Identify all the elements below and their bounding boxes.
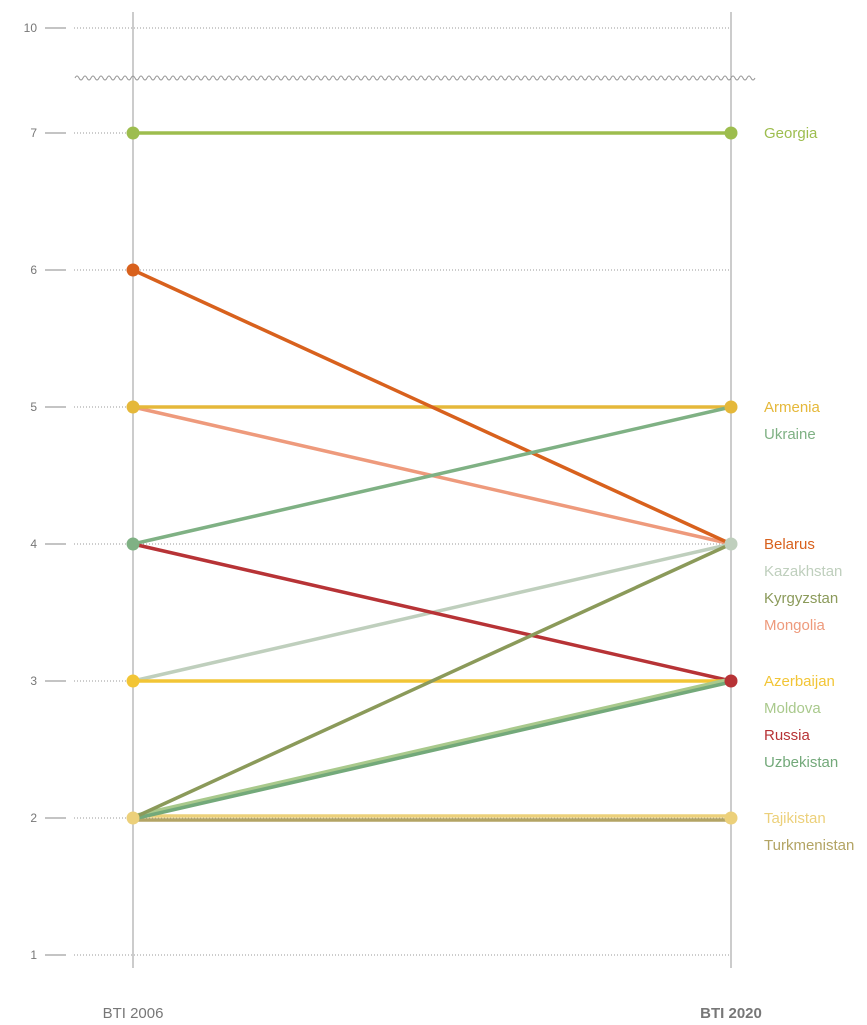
axis-break-wave — [74, 75, 756, 81]
series-label-kyrgyzstan: Kyrgyzstan — [764, 590, 838, 607]
series-label-ukraine: Ukraine — [764, 426, 816, 443]
y-tick-label: 3 — [30, 674, 37, 688]
series-label-russia: Russia — [764, 727, 811, 744]
point-end-kazakhstan — [724, 537, 738, 551]
y-tick-label: 1 — [30, 948, 37, 962]
series-label-uzbekistan: Uzbekistan — [764, 754, 838, 771]
series-line-moldova — [131, 677, 733, 818]
point-start-ukraine — [126, 537, 140, 551]
series-label-mongolia: Mongolia — [764, 617, 826, 634]
series-line-russia — [131, 542, 733, 683]
x-axis-labels: BTI 2006 BTI 2020 — [103, 1005, 762, 1022]
point-start-georgia — [126, 126, 140, 140]
series-points — [126, 126, 738, 825]
y-tick-label: 2 — [30, 811, 37, 825]
point-end-tajikistan — [724, 811, 738, 825]
series-label-tajikistan: Tajikistan — [764, 810, 826, 827]
series-label-turkmenistan: Turkmenistan — [764, 837, 854, 854]
point-start-belarus — [126, 263, 140, 277]
series-label-kazakhstan: Kazakhstan — [764, 563, 842, 580]
point-end-russia — [724, 674, 738, 688]
series-label-georgia: Georgia — [764, 125, 818, 142]
y-tick-label: 6 — [30, 263, 37, 277]
point-start-azerbaijan — [126, 674, 140, 688]
y-tick-label: 5 — [30, 400, 37, 414]
point-start-armenia — [126, 400, 140, 414]
series-line-belarus — [131, 268, 733, 546]
x-label-start: BTI 2006 — [103, 1005, 164, 1022]
series-line-uzbekistan — [131, 680, 733, 821]
x-label-end: BTI 2020 — [700, 1005, 762, 1022]
series-lines — [131, 131, 733, 822]
series-line-kyrgyzstan — [131, 542, 733, 820]
vertical-axes — [132, 12, 732, 968]
series-label-belarus: Belarus — [764, 536, 815, 553]
series-labels: Tajikistan Turkmenistan Azerbaijan Moldova R… — [764, 125, 854, 854]
y-tick-label: 7 — [30, 126, 37, 140]
point-start-tajikistan — [126, 811, 140, 825]
point-end-georgia — [724, 126, 738, 140]
grid-layer: 1 2 3 4 5 6 7 10 — [24, 21, 731, 962]
point-end-armenia — [724, 400, 738, 414]
y-tick-label: 4 — [30, 537, 37, 551]
y-tick-label: 10 — [24, 21, 38, 35]
series-label-armenia: Armenia — [764, 399, 821, 416]
series-label-moldova: Moldova — [764, 700, 821, 717]
series-label-azerbaijan: Azerbaijan — [764, 673, 835, 690]
series-line-ukraine — [131, 405, 733, 546]
axis-break — [74, 75, 756, 81]
